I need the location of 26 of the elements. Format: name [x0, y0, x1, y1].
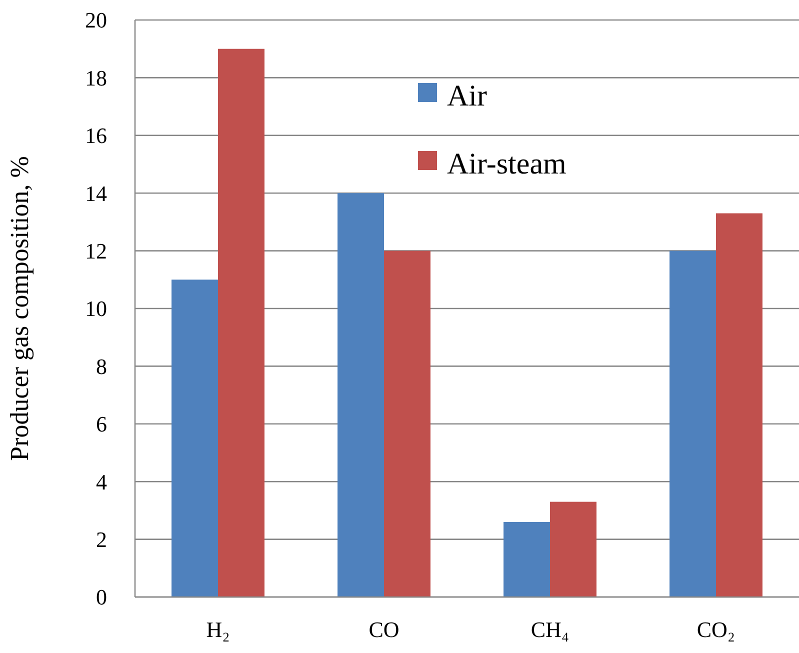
bar [338, 193, 384, 597]
bar [504, 522, 550, 597]
bar [550, 502, 596, 597]
bar [670, 250, 716, 597]
y-tick-label: 6 [96, 412, 107, 437]
y-tick-label: 16 [85, 123, 107, 148]
x-tick-label: H₂ [206, 617, 230, 642]
y-tick-label: 12 [85, 238, 107, 264]
y-tick-label: 18 [85, 65, 107, 90]
bar [218, 48, 264, 597]
legend-label: Air [447, 80, 487, 112]
y-tick-label: 0 [96, 584, 107, 610]
y-tick-label: 2 [96, 527, 107, 552]
x-tick-label: CO [368, 617, 400, 642]
bar [172, 280, 218, 597]
y-tick-label: 20 [85, 8, 107, 33]
y-tick-label: 4 [96, 469, 107, 494]
y-tick-label: 8 [96, 354, 107, 379]
y-tick-label: 10 [85, 296, 107, 322]
x-tick-label: CO₂ [696, 617, 736, 642]
bar [716, 213, 762, 597]
legend-label: Air-steam [447, 148, 566, 180]
x-tick-label: CH₄ [530, 617, 570, 642]
bar [384, 250, 430, 597]
y-tick-label: 14 [85, 180, 107, 206]
y-axis-title: Producer gas composition, % [5, 156, 34, 461]
